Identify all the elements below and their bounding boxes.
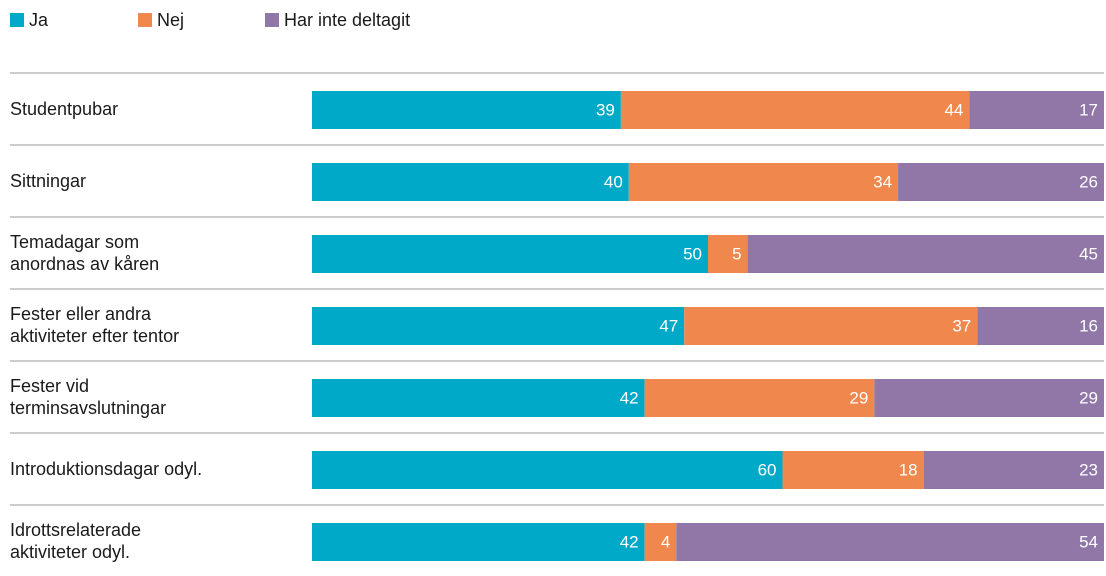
- legend-label: Ja: [29, 10, 49, 30]
- category-label: anordnas av kåren: [10, 254, 159, 274]
- value-label: 60: [758, 460, 777, 479]
- category-label: Temadagar som: [10, 232, 139, 252]
- value-label: 37: [952, 316, 971, 335]
- bar-segment: [628, 163, 899, 201]
- legend-swatch: [265, 13, 279, 27]
- category-label: Fester vid: [10, 376, 89, 396]
- bar-segment: [312, 163, 629, 201]
- value-label: 54: [1079, 532, 1098, 551]
- bar-segment: [620, 91, 970, 129]
- bar-segment: [923, 451, 1104, 489]
- category-label: Fester eller andra: [10, 304, 152, 324]
- value-label: 5: [732, 244, 741, 263]
- legend-label: Har inte deltagit: [284, 10, 410, 30]
- bar-segment: [898, 163, 1104, 201]
- value-label: 45: [1079, 244, 1098, 263]
- value-label: 4: [661, 532, 670, 551]
- legend-label: Nej: [157, 10, 184, 30]
- value-label: 47: [659, 316, 678, 335]
- bar-segment: [312, 451, 783, 489]
- legend-swatch: [138, 13, 152, 27]
- bar-segment: [782, 451, 924, 489]
- value-label: 42: [620, 532, 639, 551]
- bar-segment: [969, 91, 1104, 129]
- bar-segment: [977, 307, 1104, 345]
- category-label: Sittningar: [10, 171, 86, 191]
- bar-segment: [644, 379, 875, 417]
- bar-segment: [708, 235, 748, 273]
- value-label: 39: [596, 100, 615, 119]
- value-label: 50: [683, 244, 702, 263]
- value-label: 17: [1079, 100, 1098, 119]
- bar-segment: [684, 307, 978, 345]
- value-label: 23: [1079, 460, 1098, 479]
- bar-segment: [747, 235, 1104, 273]
- bar-segment: [312, 379, 645, 417]
- value-label: 16: [1079, 316, 1098, 335]
- legend-swatch: [10, 13, 24, 27]
- bar-segment: [312, 523, 645, 561]
- bar-segment: [312, 307, 685, 345]
- category-label: aktiviteter odyl.: [10, 542, 130, 562]
- category-label: Introduktionsdagar odyl.: [10, 459, 202, 479]
- value-label: 18: [899, 460, 918, 479]
- bar-segment: [312, 235, 708, 273]
- category-label: Studentpubar: [10, 99, 118, 119]
- bar-segment: [644, 523, 677, 561]
- value-label: 29: [1079, 388, 1098, 407]
- value-label: 29: [849, 388, 868, 407]
- value-label: 40: [604, 172, 623, 191]
- category-label: terminsavslutningar: [10, 398, 166, 418]
- category-label: aktiviteter efter tentor: [10, 326, 179, 346]
- value-label: 34: [873, 172, 892, 191]
- value-label: 42: [620, 388, 639, 407]
- bar-segment: [676, 523, 1104, 561]
- value-label: 44: [944, 100, 963, 119]
- bar-segment: [874, 379, 1104, 417]
- value-label: 26: [1079, 172, 1098, 191]
- bar-segment: [312, 91, 621, 129]
- category-label: Idrottsrelaterade: [10, 520, 141, 540]
